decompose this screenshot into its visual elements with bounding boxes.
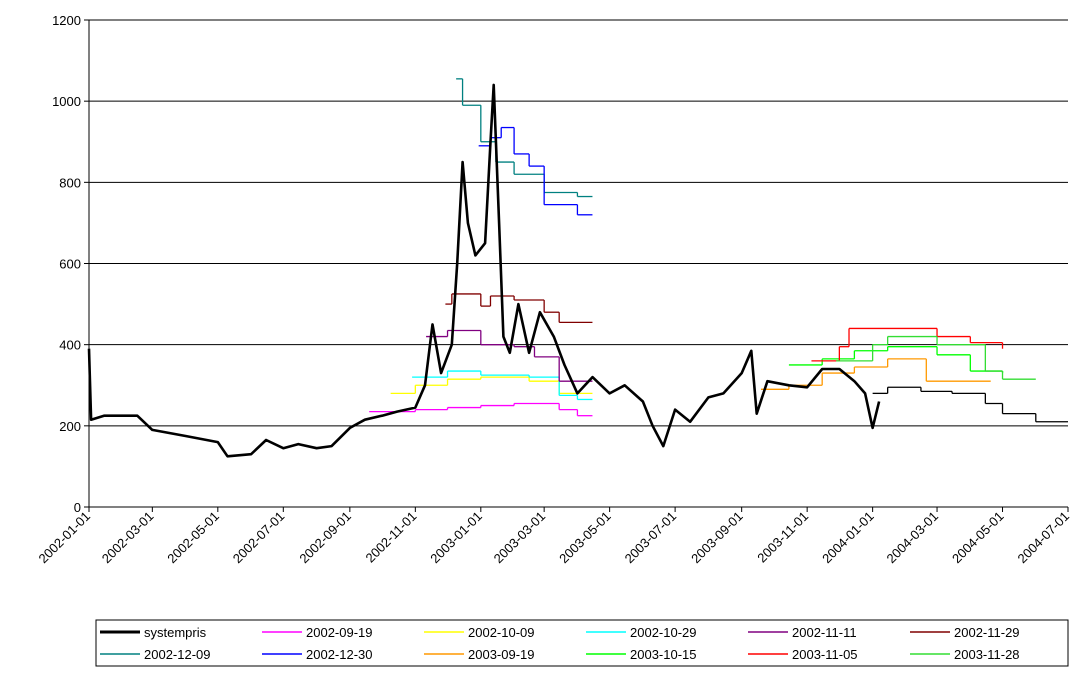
forward-curve	[478, 126, 593, 216]
forward-curve	[369, 402, 593, 417]
legend-box	[95, 619, 1069, 667]
legend-label: 2002-09-19	[306, 625, 373, 640]
y-tick-label: 1200	[52, 13, 81, 28]
legend-label: 2003-11-28	[954, 647, 1020, 662]
forward-curve	[872, 386, 1068, 423]
x-tick-label: 2002-03-01	[99, 509, 157, 567]
legend-label: 2002-11-29	[954, 625, 1020, 640]
legend-label: 2003-11-05	[792, 647, 858, 662]
x-tick-label: 2004-03-01	[884, 509, 942, 567]
forward-curve	[390, 376, 593, 395]
x-tick-label: 2002-09-01	[296, 509, 354, 567]
legend-label: 2002-10-09	[468, 625, 535, 640]
legend-label: 2002-12-30	[306, 647, 373, 662]
x-tick-label: 2003-07-01	[622, 509, 680, 567]
x-tick-label: 2004-07-01	[1014, 509, 1070, 567]
forward-curve	[426, 329, 593, 382]
x-tick-label: 2002-05-01	[164, 509, 222, 567]
legend-label: 2003-09-19	[468, 647, 535, 662]
y-tick-label: 400	[59, 338, 81, 353]
legend-label: 2002-12-09	[144, 647, 211, 662]
x-tick-label: 2004-05-01	[949, 509, 1007, 567]
x-tick-label: 2002-01-01	[35, 509, 93, 567]
legend-label: 2002-11-11	[792, 625, 857, 640]
forward-curve	[456, 78, 593, 198]
x-tick-label: 2003-03-01	[491, 509, 549, 567]
forward-curve	[412, 370, 593, 401]
x-tick-label: 2003-01-01	[427, 509, 485, 567]
forward-curve	[811, 327, 1004, 362]
y-tick-label: 1000	[52, 94, 81, 109]
price-line	[87, 83, 881, 458]
legend-label: systempris	[144, 625, 207, 640]
x-tick-label: 2002-11-01	[362, 509, 419, 566]
x-tick-label: 2002-07-01	[230, 509, 288, 567]
y-tick-label: 0	[74, 500, 81, 515]
x-tick-label: 2003-09-01	[688, 509, 746, 567]
y-tick-label: 600	[59, 257, 81, 272]
x-tick-label: 2003-11-01	[754, 509, 811, 566]
legend-label: 2003-10-15	[630, 647, 697, 662]
forward-curve	[836, 335, 1036, 380]
y-tick-label: 800	[59, 175, 81, 190]
y-tick-label: 200	[59, 419, 81, 434]
legend-label: 2002-10-29	[630, 625, 697, 640]
x-tick-label: 2004-01-01	[819, 509, 877, 567]
x-tick-label: 2003-05-01	[556, 509, 614, 567]
